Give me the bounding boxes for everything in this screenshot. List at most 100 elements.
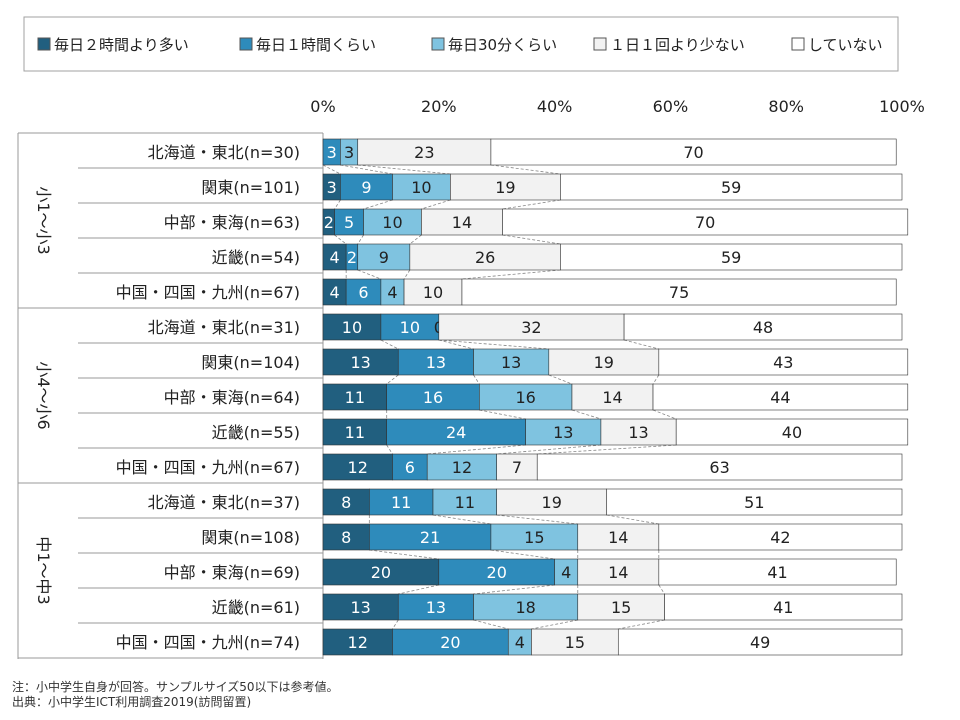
data-label: 5 — [344, 213, 354, 232]
x-tick-label: 20% — [421, 97, 457, 116]
data-label: 44 — [770, 388, 790, 407]
legend-item: していない — [808, 36, 883, 54]
connector-line — [322, 164, 341, 175]
connector-line — [571, 409, 602, 420]
bar-row: 近畿(n=61) 13 13 18 15 41 — [212, 593, 903, 621]
bar-row: 中部・東海(n=63) 2 5 10 14 70 — [164, 208, 909, 236]
x-tick-label: 80% — [768, 97, 804, 116]
category-label: 北海道・東北(n=31) — [148, 318, 300, 337]
connector-line — [461, 269, 561, 280]
connector-line — [334, 234, 347, 245]
connector-line — [490, 164, 561, 175]
data-label: 7 — [512, 458, 522, 477]
bar-segment — [369, 488, 434, 516]
data-label: 59 — [721, 248, 741, 267]
data-label: 43 — [773, 353, 793, 372]
bar-segment — [502, 208, 909, 236]
category-label: 中部・東海(n=69) — [164, 563, 300, 582]
bar-segment — [617, 628, 903, 656]
data-label: 13 — [628, 423, 648, 442]
data-label: 15 — [565, 633, 585, 652]
bar-segment — [334, 208, 364, 236]
x-tick-label: 0% — [310, 97, 335, 116]
category-label: 関東(n=108) — [201, 528, 300, 547]
bar-segment — [600, 418, 677, 446]
bar-segment — [496, 488, 608, 516]
legend-box — [23, 16, 899, 72]
x-axis: 0% 20% 40% 60% 80% 100% — [310, 97, 925, 116]
data-label: 14 — [608, 563, 628, 582]
data-label: 15 — [611, 598, 631, 617]
data-label: 32 — [521, 318, 541, 337]
legend-item: 毎日１時間くらい — [256, 36, 376, 54]
category-label: 中部・東海(n=64) — [164, 388, 300, 407]
bar-segment — [409, 243, 561, 271]
group-label: 小4～小6 — [34, 361, 53, 429]
data-label: 41 — [767, 563, 787, 582]
connector-line — [531, 619, 578, 630]
bar-row: 近畿(n=54) 4 2 9 26 59 — [212, 243, 903, 271]
connector-line — [403, 269, 411, 280]
data-label: 4 — [561, 563, 571, 582]
legend-swatch — [431, 37, 445, 51]
connector-line — [357, 164, 451, 175]
data-label: 11 — [345, 388, 365, 407]
bar-segment — [658, 348, 909, 376]
data-label: 70 — [683, 143, 703, 162]
data-label: 41 — [773, 598, 793, 617]
data-label: 19 — [495, 178, 515, 197]
bar-segment — [606, 488, 903, 516]
category-label: 近畿(n=54) — [212, 248, 300, 267]
bar-segment — [577, 523, 660, 551]
footnote: 出典：小中学生ICT利用調査2019(訪問留置) — [12, 694, 251, 709]
bar-segment — [675, 418, 909, 446]
connector-line — [398, 584, 439, 595]
data-label: 4 — [329, 283, 339, 302]
x-tick-label: 40% — [537, 97, 573, 116]
legend-swatch — [791, 37, 805, 51]
connector-line — [658, 584, 665, 595]
bar-segment — [322, 558, 440, 586]
connector-line — [496, 444, 601, 455]
data-label: 13 — [426, 353, 446, 372]
data-label: 6 — [405, 458, 415, 477]
data-label: 14 — [602, 388, 622, 407]
footnote: 注：小中学生自身が回答。サンプルサイズ50以下は参考値。 — [12, 679, 339, 694]
data-label: 13 — [426, 598, 446, 617]
category-label: 北海道・東北(n=37) — [148, 493, 300, 512]
data-label: 40 — [782, 423, 802, 442]
bar-segment — [560, 173, 903, 201]
group-label: 中1～中3 — [34, 536, 53, 604]
connector-line — [502, 234, 561, 245]
bar-row: 関東(n=104) 13 13 13 19 43 — [201, 348, 909, 376]
bar-segment — [322, 628, 393, 656]
connector-line — [652, 374, 660, 385]
bar-segment — [397, 348, 474, 376]
category-label: 中国・四国・九州(n=67) — [116, 283, 300, 302]
data-label: 19 — [594, 353, 614, 372]
connector-line — [409, 234, 422, 245]
bar-segment — [380, 313, 440, 341]
data-label: 10 — [423, 283, 443, 302]
connector-line — [618, 619, 665, 630]
bar-segment — [658, 523, 903, 551]
legend-item: 毎日２時間より多い — [54, 36, 189, 54]
x-tick-label: 100% — [879, 97, 925, 116]
connector-line — [623, 339, 659, 350]
data-label: 23 — [414, 143, 434, 162]
data-label: 26 — [475, 248, 495, 267]
data-label: 12 — [452, 458, 472, 477]
category-label: 中国・四国・九州(n=67) — [116, 458, 300, 477]
data-label: 6 — [358, 283, 368, 302]
data-label: 13 — [350, 598, 370, 617]
data-label: 13 — [553, 423, 573, 442]
bar-row: 中国・四国・九州(n=74) 12 20 4 15 49 — [116, 628, 903, 656]
bar-row: 中国・四国・九州(n=67) 12 6 12 7 63 — [116, 453, 903, 481]
data-label: 48 — [753, 318, 773, 337]
bar-segment — [322, 418, 387, 446]
bar-segment — [426, 453, 498, 481]
data-label: 18 — [515, 598, 535, 617]
bar-segment — [340, 173, 393, 201]
bar-segment — [403, 278, 463, 306]
